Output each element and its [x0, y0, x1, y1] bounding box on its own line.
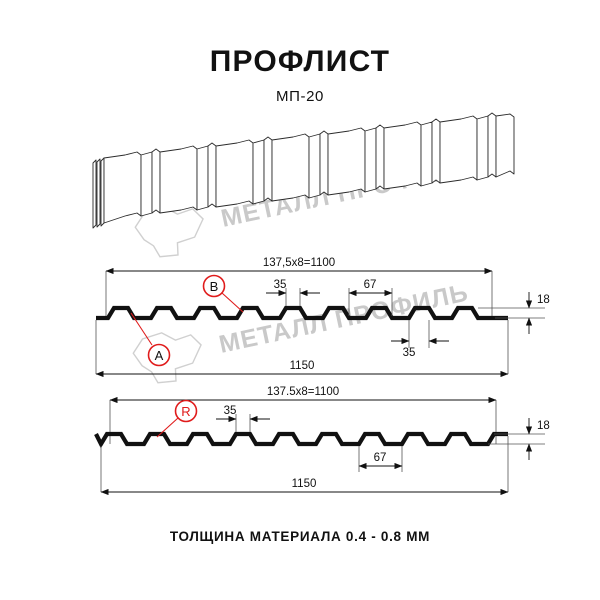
- callout-r-label: R: [181, 404, 190, 419]
- callout-a-label: A: [155, 348, 164, 363]
- isometric-sheet-view: [92, 112, 515, 229]
- callout-b[interactable]: B: [202, 274, 244, 313]
- dim-bottom-height-label: 18: [537, 420, 550, 432]
- figure-bottom-cross-section: 137.5x8=1100 18 35: [94, 386, 550, 496]
- callout-a-circle: [147, 343, 171, 367]
- callout-r-circle: [174, 399, 198, 423]
- dim-top-height-label: 18: [537, 294, 550, 306]
- dim-top-pitch-67-label: 67: [364, 279, 377, 291]
- dim-top-flat-35-label: 35: [274, 279, 287, 291]
- dim-bottom-overall-top: 137.5x8=1100: [109, 386, 497, 444]
- dim-bottom-height: 18: [488, 418, 550, 460]
- dim-bottom-flat-35-label: 35: [224, 405, 237, 417]
- dim-top-overall-bottom-label: 1150: [290, 360, 315, 372]
- dim-top-pitch-67: 67: [348, 279, 393, 316]
- dim-bottom-flat-35: 35: [216, 405, 270, 432]
- callout-b-label: B: [210, 279, 219, 294]
- title-block: ПРОФЛИСТ МП-20: [0, 46, 600, 105]
- callout-a[interactable]: A: [130, 312, 171, 367]
- dim-bottom-pitch-67: 67: [358, 446, 403, 472]
- dim-top-height: 18: [478, 292, 550, 334]
- dim-bottom-overall-bottom: 1150: [100, 436, 509, 496]
- profile-top-path: [96, 305, 508, 321]
- dim-top-overall-bottom: 1150: [95, 320, 509, 378]
- dim-top-flat-35: 35: [266, 279, 320, 306]
- callout-r[interactable]: R: [156, 399, 198, 438]
- callout-b-circle: [202, 274, 226, 298]
- dim-top-flat-35-lower: 35: [391, 320, 449, 359]
- dim-bottom-overall-label: 137.5x8=1100: [267, 386, 339, 398]
- dim-top-flat-35-lower-label: 35: [403, 347, 416, 359]
- footer-note: ТОЛЩИНА МАТЕРИАЛА 0.4 - 0.8 ММ: [169, 529, 431, 544]
- dim-bottom-pitch-67-label: 67: [374, 452, 387, 464]
- page-subtitle: МП-20: [276, 87, 324, 105]
- dim-top-overall-top: 137,5x8=1100: [105, 257, 493, 318]
- figure-top-cross-section: 137,5x8=1100 18 35: [95, 257, 550, 378]
- dim-bottom-overall-bottom-label: 1150: [292, 478, 317, 490]
- page-title: ПРОФЛИСТ: [209, 45, 391, 78]
- watermark-text-lower: МЕТАЛЛ ПРОФИЛЬ: [217, 279, 471, 359]
- dim-top-overall-label: 137,5x8=1100: [263, 257, 335, 269]
- profile-bottom-path: [94, 431, 508, 449]
